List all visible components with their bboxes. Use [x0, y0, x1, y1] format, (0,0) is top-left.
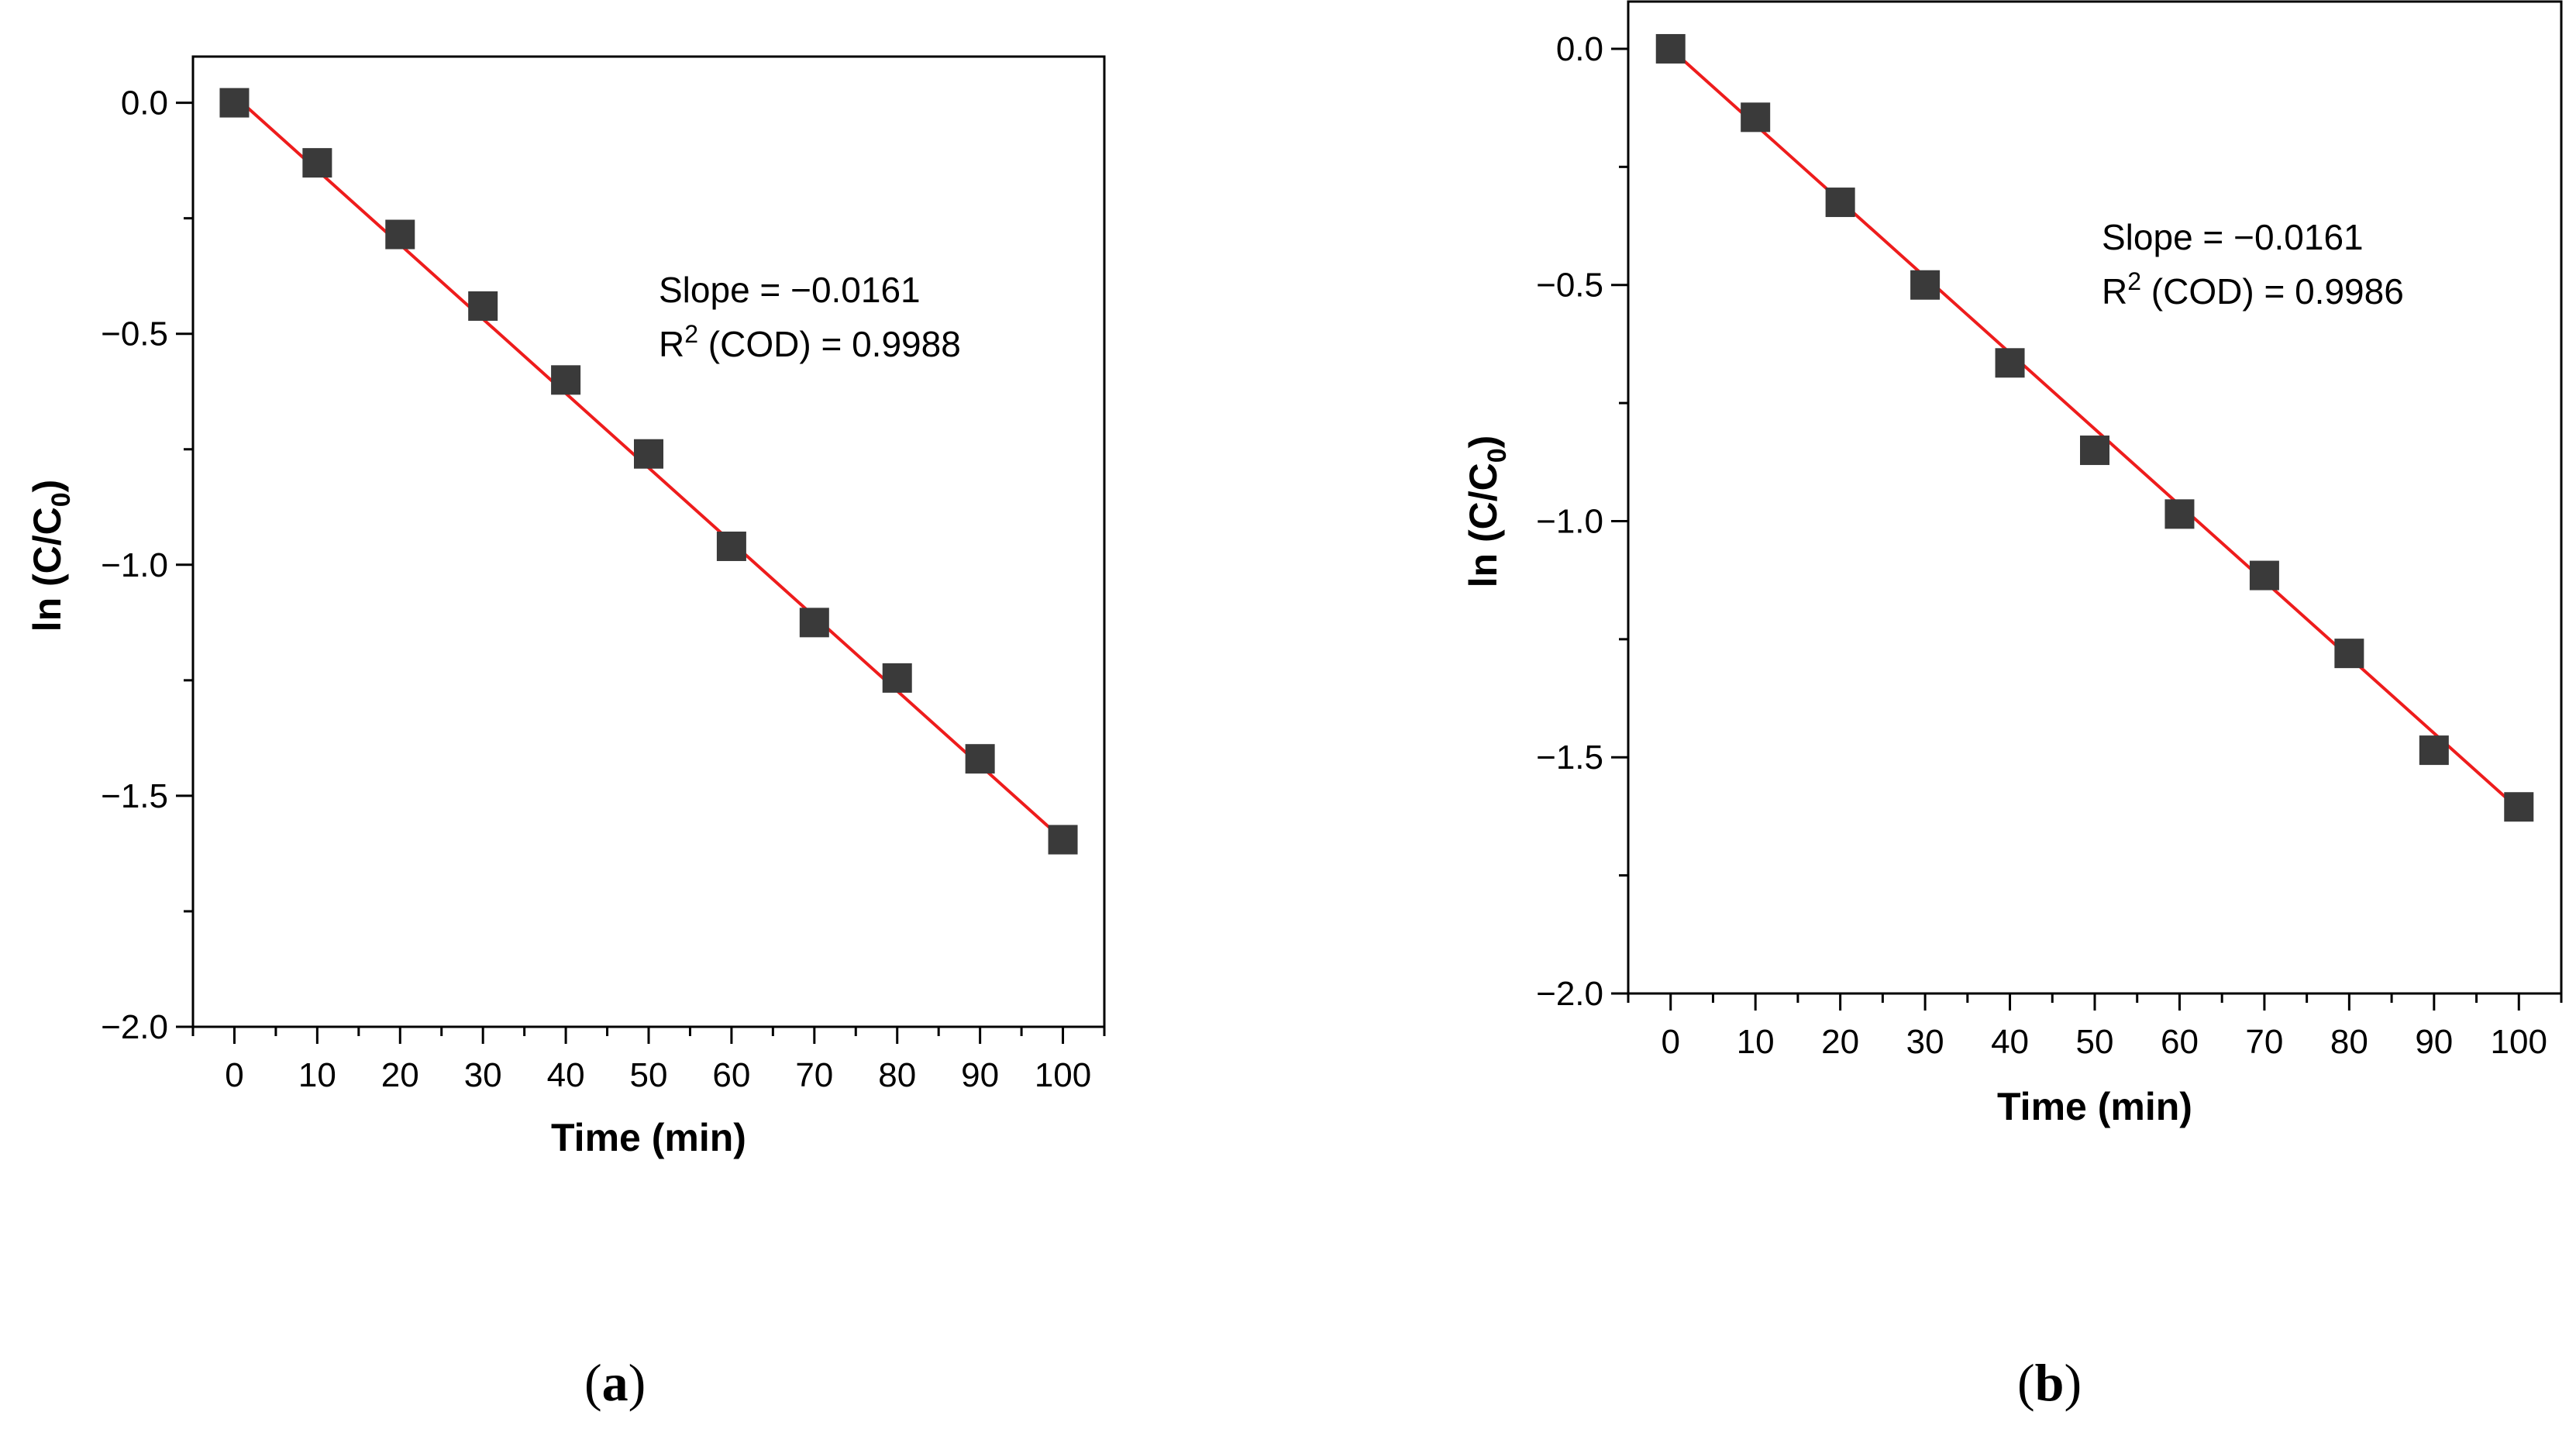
y-tick-label: −0.5: [1536, 267, 1603, 305]
chart-panel-a: 0 10 20 30 40 50 60 70 80 90 100 0.0 −0.5 −1.0 −1.5 −2.…: [26, 55, 1106, 1159]
y-tick-label: −1.0: [101, 546, 168, 584]
data-point: [634, 439, 663, 469]
x-tick-label: 40: [1991, 1023, 2029, 1061]
x-tick-label: 30: [1906, 1023, 1944, 1061]
x-tick-label: 90: [2415, 1023, 2453, 1061]
x-tick-label: 40: [547, 1056, 585, 1094]
x-tick-label: 20: [1821, 1023, 1859, 1061]
slope-annotation: Slope = −0.0161: [2102, 217, 2364, 257]
data-point: [302, 148, 332, 178]
r2-annotation: R2 (COD) = 0.9988: [659, 320, 961, 364]
panel-label-b-text: b: [2034, 1353, 2065, 1412]
plot-frame: [1627, 0, 2563, 995]
y-tick-label: −1.5: [101, 777, 168, 815]
data-point: [2334, 639, 2364, 669]
data-point: [2419, 735, 2449, 766]
chart-panel-b: 0 10 20 30 40 50 60 70 80 90 100 0.0 −0.5 −1.0 −1.5 −2.…: [1462, 0, 2563, 1128]
x-tick-label: 30: [464, 1056, 502, 1094]
x-tick-label: 20: [381, 1056, 419, 1094]
x-tick-label: 10: [298, 1056, 336, 1094]
panel-label-b: (b): [2017, 1353, 2082, 1412]
data-point: [1995, 348, 2025, 378]
y-tick-label: −1.0: [1536, 502, 1603, 540]
x-tick-label: 90: [961, 1056, 999, 1094]
x-tick-label: 100: [1035, 1056, 1091, 1094]
x-tick-label: 50: [2076, 1023, 2114, 1061]
data-point: [1655, 33, 1686, 64]
x-axis-label: Time (min): [1997, 1085, 2192, 1128]
data-point: [1048, 825, 1078, 855]
data-point: [2164, 499, 2195, 529]
y-tick-label: −1.5: [1536, 739, 1603, 776]
fit-line: [1669, 47, 2520, 811]
y-axis-label: ln (C/C0): [1462, 436, 1512, 588]
y-tick-label: 0.0: [121, 84, 168, 122]
slope-annotation: Slope = −0.0161: [659, 270, 921, 310]
x-tick-label: 10: [1737, 1023, 1775, 1061]
x-tick-label: 0: [1661, 1023, 1679, 1061]
y-tick-label: −2.0: [1536, 975, 1603, 1013]
x-tick-label: 70: [2245, 1023, 2283, 1061]
panel-label-a: (a): [584, 1353, 646, 1412]
x-tick-label: 0: [225, 1056, 243, 1094]
y-axis-label: ln (C/C0): [26, 480, 76, 632]
x-tick-label: 70: [795, 1056, 833, 1094]
x-tick-label: 80: [2330, 1023, 2368, 1061]
y-tick-label: −0.5: [101, 315, 168, 353]
data-point: [551, 365, 581, 395]
panel-label-a-text: a: [601, 1353, 629, 1412]
x-tick-label: 60: [712, 1056, 750, 1094]
y-tick-label: −2.0: [101, 1008, 168, 1046]
data-point: [2249, 560, 2279, 591]
r2-annotation: R2 (COD) = 0.9986: [2102, 267, 2404, 312]
x-axis-label: Time (min): [551, 1116, 746, 1159]
x-tick-label: 100: [2491, 1023, 2547, 1061]
data-point: [1825, 188, 1855, 218]
data-point: [385, 219, 415, 250]
x-tick-label: 50: [630, 1056, 668, 1094]
x-tick-label: 60: [2161, 1023, 2199, 1061]
data-point: [882, 663, 912, 693]
data-point: [219, 88, 250, 118]
x-tick-label: 80: [878, 1056, 916, 1094]
data-point: [468, 291, 498, 321]
data-point: [1910, 270, 1941, 300]
y-tick-label: 0.0: [1556, 30, 1603, 68]
data-point: [799, 608, 829, 638]
plot-frame: [191, 55, 1106, 1028]
data-point: [965, 744, 995, 774]
data-point: [1741, 102, 1771, 133]
data-point: [716, 531, 746, 561]
data-point: [2504, 792, 2534, 822]
data-point: [2080, 436, 2109, 466]
